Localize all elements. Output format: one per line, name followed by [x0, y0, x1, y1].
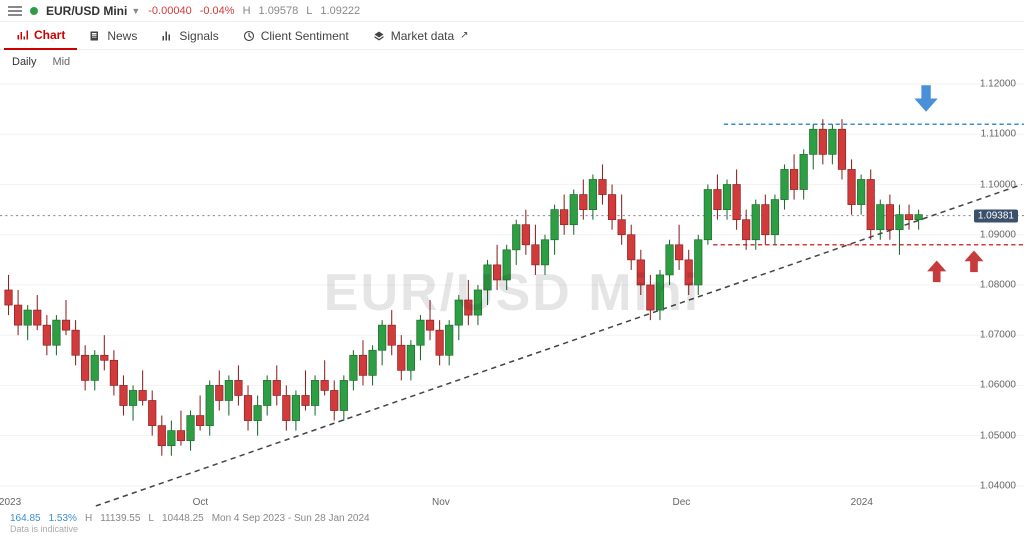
- low-value: 1.09222: [320, 5, 360, 17]
- footer-range: Mon 4 Sep 2023 - Sun 28 Jan 2024: [212, 513, 370, 524]
- x-tick: Oct: [193, 497, 209, 508]
- status-dot: [30, 7, 38, 15]
- external-link-icon: ↗: [460, 30, 468, 41]
- tab-label: Market data: [391, 29, 454, 43]
- low-label: L: [306, 5, 312, 17]
- tab-label: News: [107, 29, 137, 43]
- x-axis-labels: 2023 Oct Nov Dec 2024: [0, 497, 964, 511]
- y-tick: 1.04000: [980, 480, 1016, 491]
- tab-news[interactable]: News: [77, 23, 149, 49]
- footer-high-label: H: [85, 513, 92, 524]
- timeframe-daily[interactable]: Daily: [12, 56, 36, 68]
- footer-high: 11139.55: [100, 513, 140, 524]
- tab-chart[interactable]: Chart: [4, 22, 77, 50]
- tab-label: Signals: [179, 29, 218, 43]
- high-label: H: [243, 5, 251, 17]
- main-tabs: Chart News Signals Client Sentiment Market d…: [0, 22, 1024, 50]
- symbol-name[interactable]: EUR/USD Mini: [46, 4, 127, 18]
- candlestick-chart: [0, 74, 1024, 511]
- footer: 164.85 1.53% H 11139.55 L 10448.25 Mon 4…: [0, 511, 1024, 551]
- change-pct: -0.04%: [200, 5, 235, 17]
- change-abs: -0.00040: [148, 5, 191, 17]
- menu-icon[interactable]: [8, 6, 22, 16]
- footer-val2: 1.53%: [49, 513, 77, 524]
- y-tick: 1.10000: [980, 179, 1016, 190]
- y-tick: 1.08000: [980, 279, 1016, 290]
- y-axis-labels: 1.12000 1.11000 1.10000 1.09000 1.08000 1.070…: [968, 74, 1020, 511]
- tab-label: Chart: [34, 28, 65, 42]
- y-tick: 1.09000: [980, 229, 1016, 240]
- tab-client-sentiment[interactable]: Client Sentiment: [231, 23, 361, 49]
- high-value: 1.09578: [259, 5, 299, 17]
- footer-low-label: L: [148, 513, 154, 524]
- y-tick: 1.07000: [980, 330, 1016, 341]
- footer-disclaimer: Data is indicative: [10, 524, 1014, 534]
- timeframe-row: Daily Mid: [0, 50, 1024, 74]
- y-tick: 1.06000: [980, 380, 1016, 391]
- symbol-header: EUR/USD Mini ▼ -0.00040 -0.04% H 1.09578…: [0, 0, 1024, 22]
- tab-label: Client Sentiment: [261, 29, 349, 43]
- y-tick: 1.11000: [981, 129, 1016, 140]
- symbol-dropdown-icon[interactable]: ▼: [131, 6, 140, 16]
- footer-val1: 164.85: [10, 513, 41, 524]
- x-tick: Dec: [673, 497, 691, 508]
- current-price-badge: 1.09381: [974, 209, 1018, 222]
- y-tick: 1.12000: [980, 79, 1016, 90]
- x-tick: 2023: [0, 497, 21, 508]
- y-tick: 1.05000: [980, 430, 1016, 441]
- footer-low: 10448.25: [162, 513, 204, 524]
- timeframe-mid[interactable]: Mid: [52, 56, 70, 68]
- chart-area[interactable]: EUR/USD Mini: [0, 74, 1024, 511]
- tab-market-data[interactable]: Market data ↗: [361, 23, 481, 49]
- x-tick: Nov: [432, 497, 450, 508]
- x-tick: 2024: [851, 497, 873, 508]
- tab-signals[interactable]: Signals: [149, 23, 230, 49]
